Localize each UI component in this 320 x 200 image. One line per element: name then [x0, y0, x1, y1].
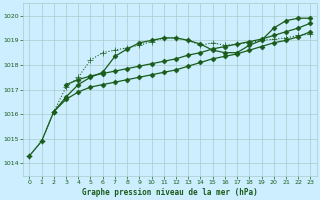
X-axis label: Graphe pression niveau de la mer (hPa): Graphe pression niveau de la mer (hPa)	[82, 188, 258, 197]
